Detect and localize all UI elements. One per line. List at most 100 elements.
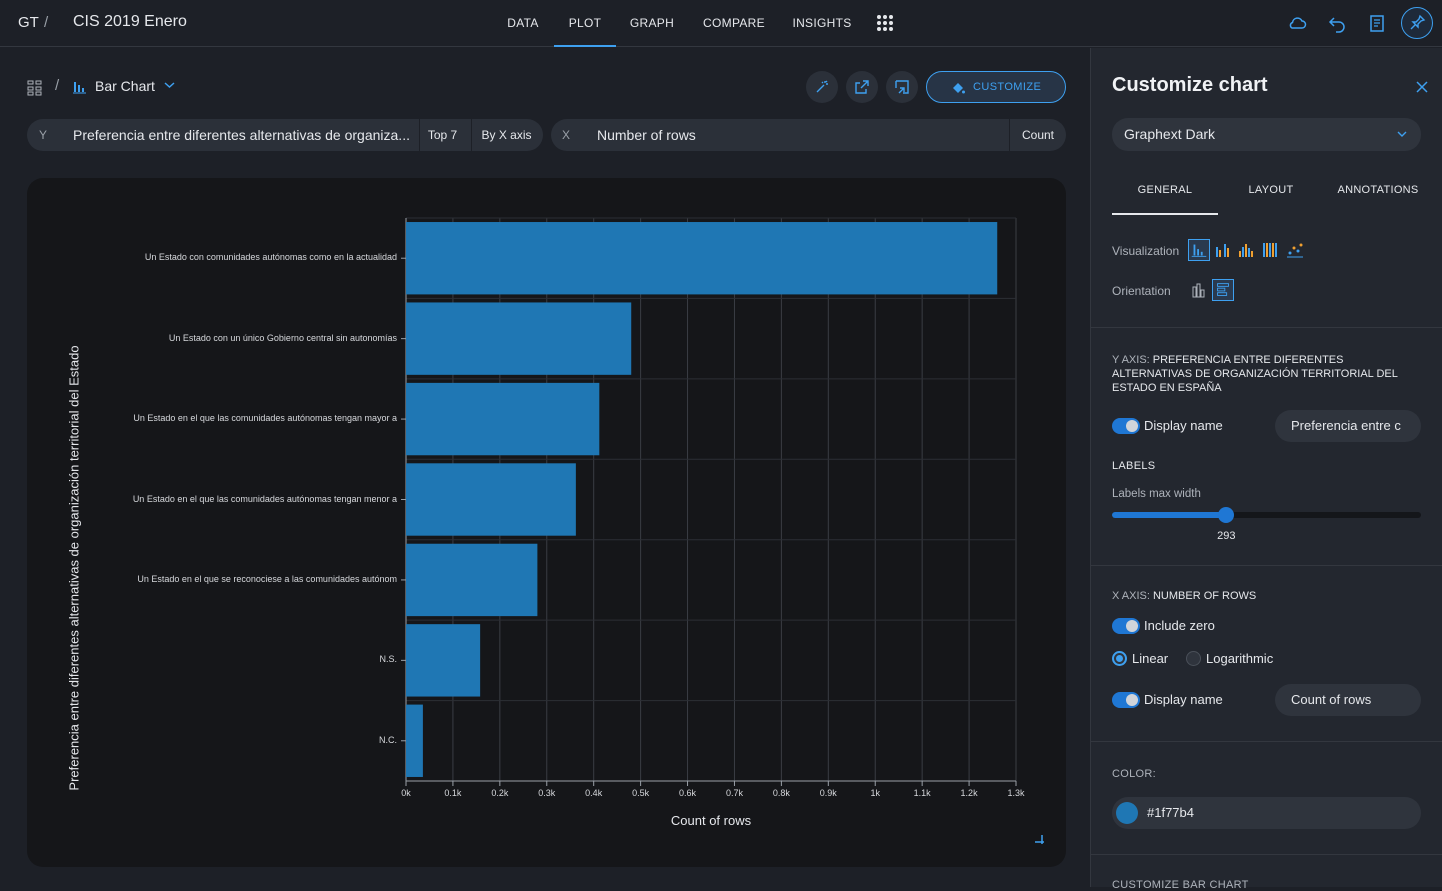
color-swatch[interactable]: [1116, 802, 1138, 824]
visualization-label: Visualization: [1112, 244, 1180, 258]
y-category-label: Un Estado con un único Gobierno central …: [168, 332, 397, 343]
y-axis-limit[interactable]: Top 7: [419, 119, 465, 151]
project-title[interactable]: CIS 2019 Enero: [73, 13, 187, 30]
x-axis-field[interactable]: Number of rows: [597, 127, 696, 143]
color-value: #1f77b4: [1147, 805, 1194, 820]
section-divider: [1091, 565, 1442, 566]
customize-button[interactable]: CUSTOMIZE: [926, 71, 1066, 103]
include-zero-toggle[interactable]: [1112, 618, 1140, 634]
x-tick-label: 0.3k: [538, 788, 556, 798]
tab-data[interactable]: DATA: [507, 16, 539, 30]
x-tick-label: 0.1k: [444, 788, 462, 798]
x-tick-label: 1k: [870, 788, 880, 798]
linear-radio[interactable]: [1112, 651, 1127, 666]
x-tick-label: 1.1k: [913, 788, 931, 798]
bar: [406, 463, 576, 536]
undo-icon[interactable]: [1326, 12, 1348, 34]
viz-grouped-bar-icon[interactable]: [1212, 239, 1234, 261]
y-display-name-label: Display name: [1144, 418, 1223, 433]
x-axis-aggregation[interactable]: Count: [1009, 119, 1066, 151]
y-category-label: Un Estado en el que se reconociese a las…: [137, 573, 397, 584]
chart-breadcrumb-separator: /: [55, 77, 60, 94]
chart-card: Preferencia entre diferentes alternativa…: [27, 178, 1066, 867]
include-zero-label: Include zero: [1144, 618, 1215, 633]
tab-plot[interactable]: PLOT: [554, 0, 616, 47]
x-tick-label: 1.2k: [960, 788, 978, 798]
y-category-label: N.S.: [379, 654, 397, 665]
top-bar: GT / CIS 2019 Enero DATA PLOT GRAPH COMP…: [0, 0, 1442, 47]
x-tick-label: 0.2k: [491, 788, 509, 798]
slider-fill: [1112, 512, 1227, 518]
dashboard-grid-icon[interactable]: [27, 80, 43, 96]
close-icon[interactable]: [1415, 80, 1429, 94]
panel-tab-layout[interactable]: LAYOUT: [1248, 184, 1294, 196]
y-category-label: Un Estado en el que las comunidades autó…: [132, 493, 397, 504]
logarithmic-radio[interactable]: [1186, 651, 1201, 666]
paint-bucket-icon: [953, 83, 965, 94]
breadcrumb-separator: /: [44, 14, 49, 31]
panel-tab-annotations[interactable]: ANNOTATIONS: [1337, 184, 1419, 196]
x-tick-label: 1.3k: [1007, 788, 1025, 798]
x-axis-prefix: X AXIS:: [1112, 590, 1150, 602]
y-axis-section-title: Y AXIS: PREFERENCIA ENTRE DIFERENTES ALT…: [1112, 353, 1422, 395]
pin-icon: [1410, 14, 1426, 30]
labels-max-width-slider[interactable]: [1112, 512, 1421, 518]
tab-compare[interactable]: COMPARE: [703, 16, 765, 30]
theme-select[interactable]: Graphext Dark: [1112, 118, 1421, 151]
x-tick-label: 0k: [401, 788, 411, 798]
x-display-name-input[interactable]: Count of rows: [1275, 684, 1421, 716]
vertical-orientation-icon[interactable]: [1188, 279, 1210, 301]
customize-label: CUSTOMIZE: [973, 81, 1042, 93]
bar: [406, 704, 423, 777]
x-tick-label: 0.7k: [725, 788, 743, 798]
panel-tab-general[interactable]: GENERAL: [1137, 184, 1193, 196]
y-axis-field[interactable]: Preferencia entre diferentes alternativa…: [73, 127, 410, 143]
notebook-icon[interactable]: [1366, 12, 1388, 34]
active-tab-indicator: [1112, 213, 1218, 215]
chart-type-selector[interactable]: Bar Chart: [95, 78, 155, 94]
labels-max-width-value: 293: [1217, 530, 1236, 542]
viz-stacked-bar-icon[interactable]: [1260, 239, 1282, 261]
x-tick-label: 0.9k: [819, 788, 837, 798]
x-display-name-label: Display name: [1144, 692, 1223, 707]
viz-bar-icon[interactable]: [1188, 239, 1210, 261]
bar-chart-plot: [401, 217, 1017, 786]
y-axis-sort[interactable]: By X axis: [471, 119, 541, 151]
x-tick-label: 0.8k: [772, 788, 790, 798]
bar: [406, 382, 600, 456]
logarithmic-label: Logarithmic: [1206, 651, 1274, 666]
slider-knob[interactable]: [1218, 507, 1235, 523]
magic-wand-icon: [816, 80, 828, 93]
bar: [406, 222, 998, 295]
color-picker[interactable]: #1f77b4: [1112, 797, 1421, 829]
x-tick-label: 0.5k: [632, 788, 650, 798]
viz-dot-plot-icon[interactable]: [1284, 239, 1306, 261]
magic-wand-button[interactable]: [806, 71, 838, 103]
y-display-name-toggle[interactable]: [1112, 418, 1140, 434]
breadcrumb-root[interactable]: GT: [18, 14, 39, 31]
apps-grid-icon[interactable]: [877, 15, 893, 31]
y-axis-pill[interactable]: Y Preferencia entre diferentes alternati…: [27, 119, 543, 151]
x-display-name-toggle[interactable]: [1112, 692, 1140, 708]
viz-histogram-icon[interactable]: [1236, 239, 1258, 261]
panel-title: Customize chart: [1112, 74, 1268, 96]
export-icon: [895, 80, 909, 94]
horizontal-orientation-icon[interactable]: [1212, 279, 1234, 301]
pin-button[interactable]: [1401, 7, 1433, 39]
share-button[interactable]: [846, 71, 878, 103]
resize-handle-icon[interactable]: [1033, 833, 1045, 845]
x-axis-pill[interactable]: X Number of rows Count: [551, 119, 1066, 151]
tab-insights[interactable]: INSIGHTS: [792, 16, 852, 30]
labels-caption: LABELS: [1112, 460, 1156, 472]
main-area: / Bar Chart CUSTOMIZE Y Preferencia entr…: [0, 48, 1090, 887]
tab-graph[interactable]: GRAPH: [629, 16, 675, 30]
export-button[interactable]: [886, 71, 918, 103]
x-axis-section-title: X AXIS: NUMBER OF ROWS: [1112, 589, 1422, 603]
labels-max-width-label: Labels max width: [1112, 488, 1201, 500]
external-link-icon: [855, 80, 869, 94]
y-category-label: Un Estado con comunidades autónomas como…: [144, 252, 397, 263]
cloud-icon[interactable]: [1286, 12, 1308, 34]
bar-chart-icon: [73, 82, 86, 94]
chevron-down-icon[interactable]: [164, 81, 175, 89]
y-display-name-input[interactable]: Preferencia entre c: [1275, 410, 1421, 442]
